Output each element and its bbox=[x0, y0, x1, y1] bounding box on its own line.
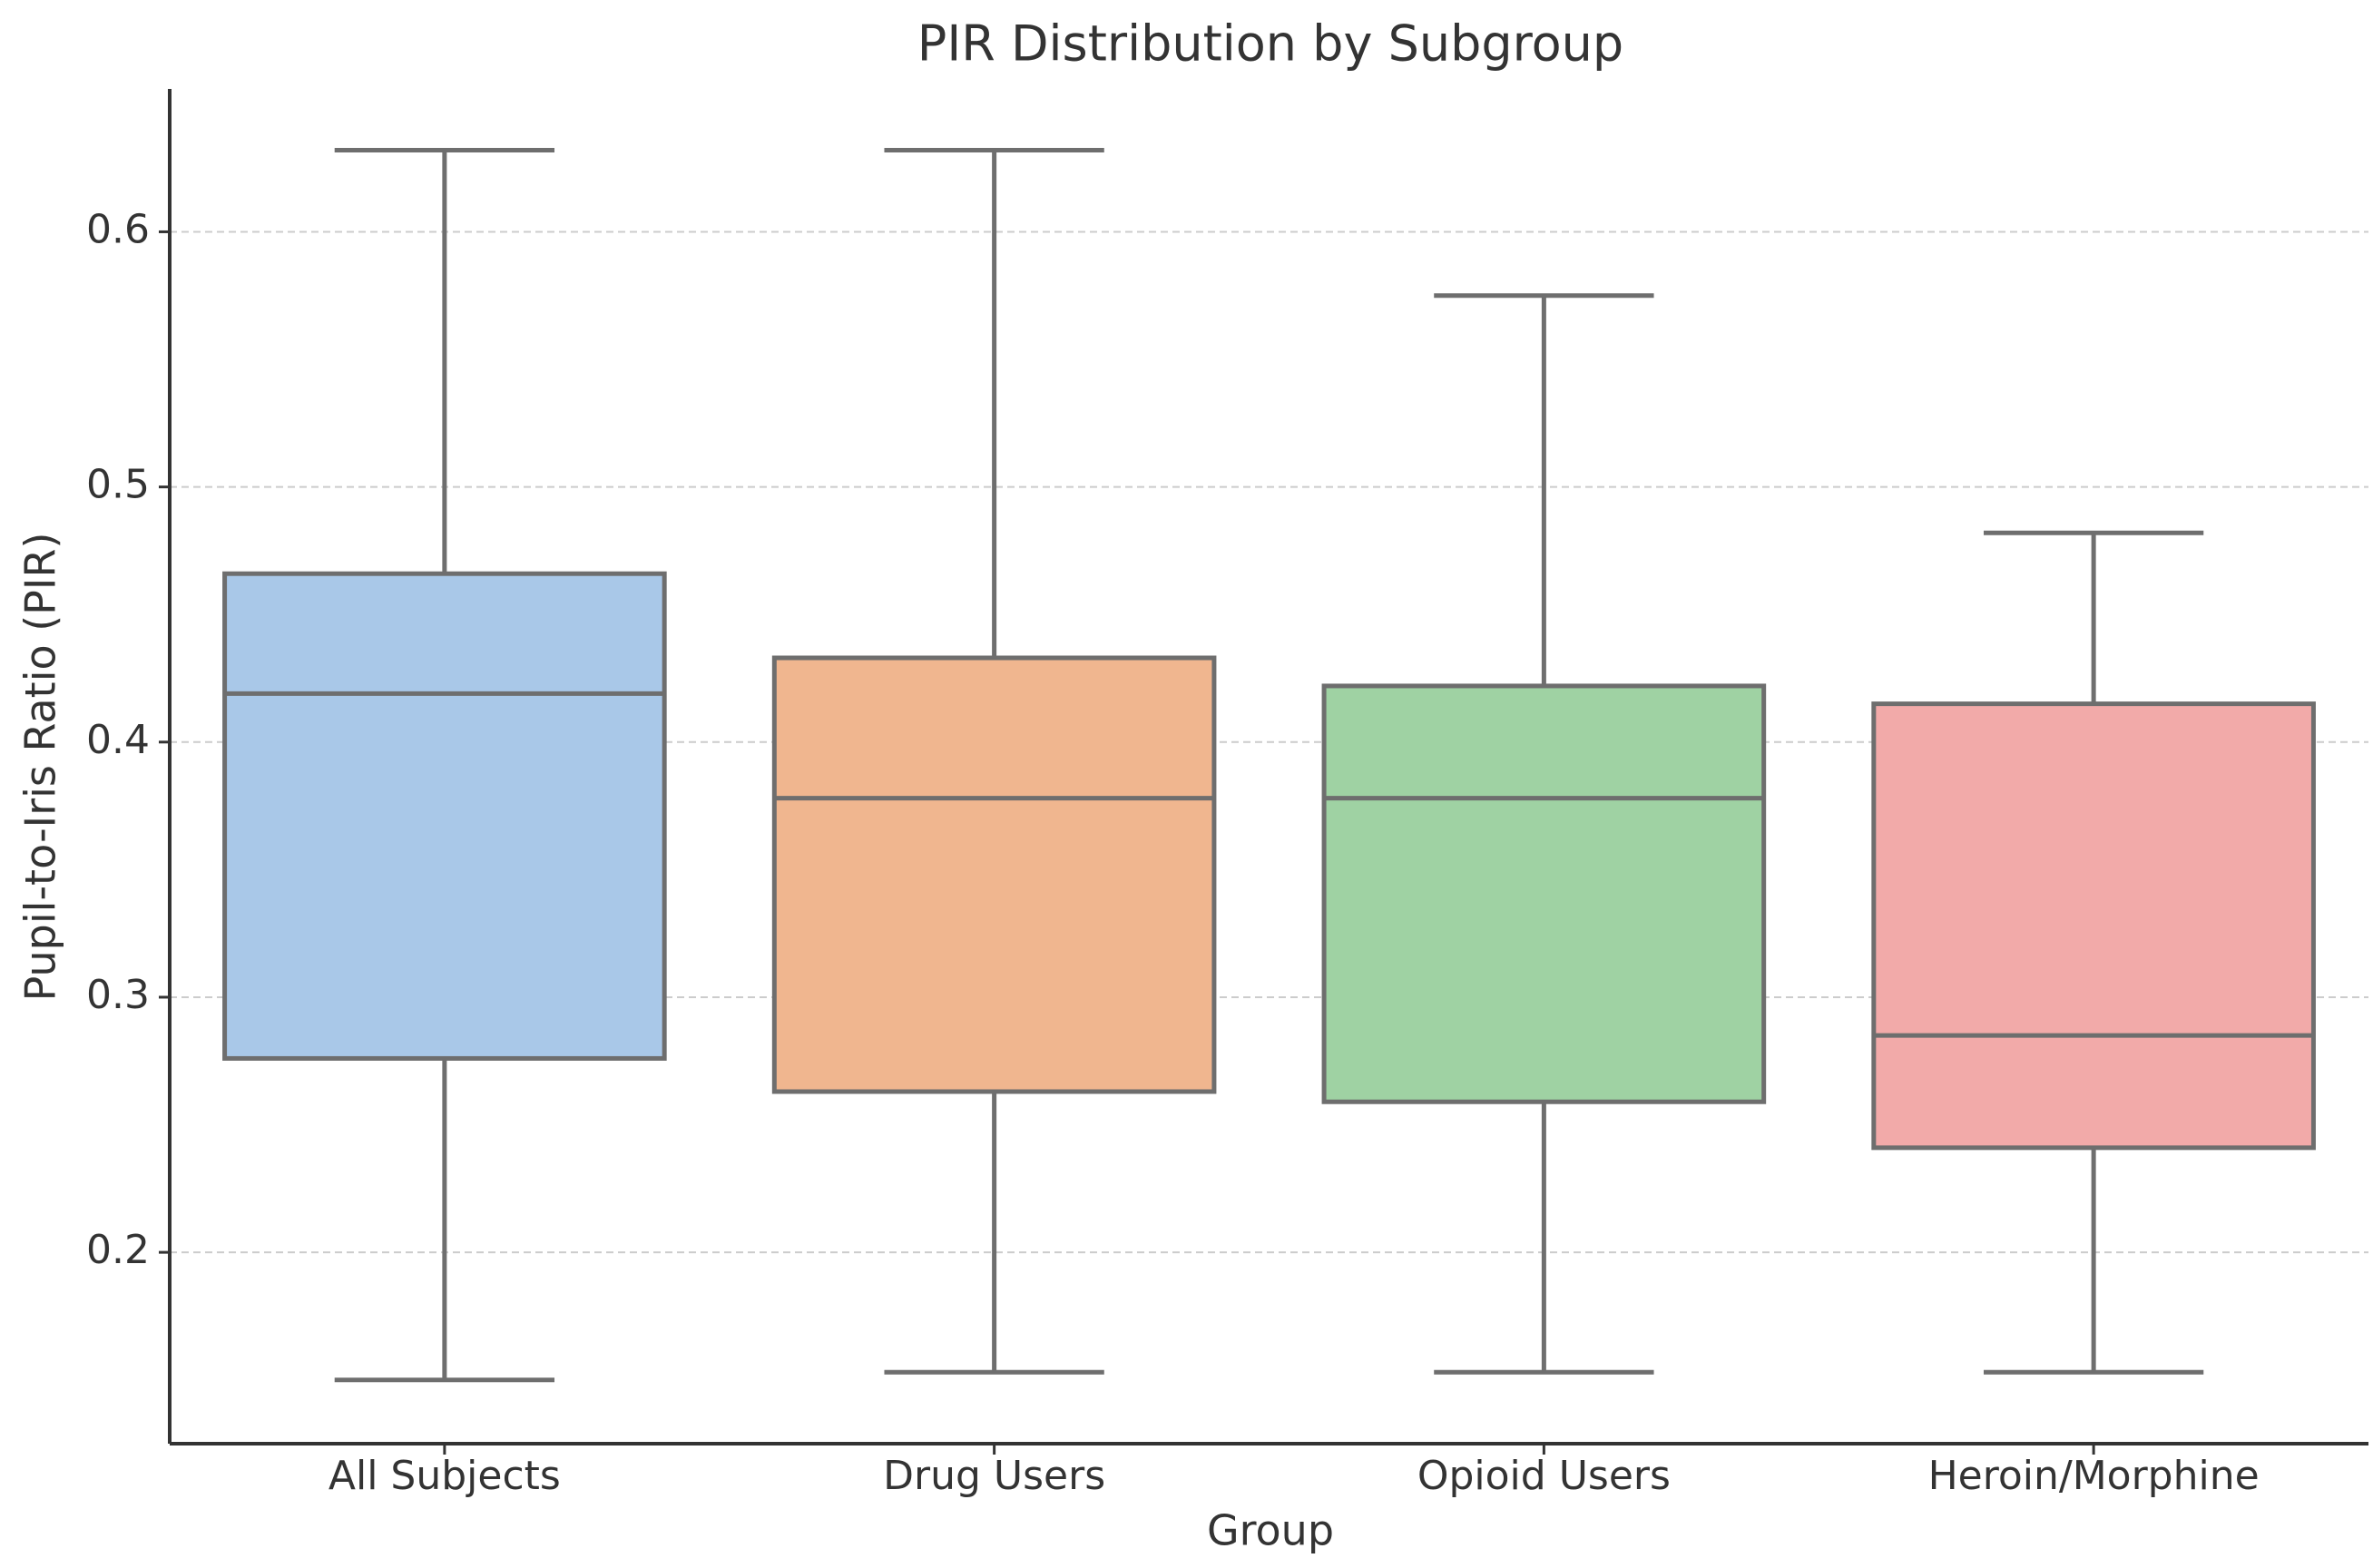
x-axis-label: Group bbox=[1207, 1506, 1334, 1555]
y-tick-label: 0.6 bbox=[86, 206, 150, 252]
box bbox=[771, 655, 1217, 1094]
y-tick-label: 0.4 bbox=[86, 717, 150, 763]
box bbox=[1321, 683, 1767, 1104]
y-tick-label: 0.5 bbox=[86, 462, 150, 508]
x-tick-label: Drug Users bbox=[883, 1453, 1105, 1499]
y-tick-label: 0.3 bbox=[86, 972, 150, 1018]
x-tick-label: All Subjects bbox=[328, 1453, 561, 1499]
chart-title: PIR Distribution by Subgroup bbox=[917, 15, 1623, 73]
x-tick-label: Heroin/Morphine bbox=[1928, 1453, 2260, 1499]
y-tick-label: 0.2 bbox=[86, 1227, 150, 1273]
y-axis-label: Pupil-to-Iris Ratio (PIR) bbox=[16, 533, 65, 1002]
box bbox=[1871, 701, 2316, 1151]
box bbox=[222, 571, 667, 1061]
x-tick-label: Opioid Users bbox=[1417, 1453, 1671, 1499]
